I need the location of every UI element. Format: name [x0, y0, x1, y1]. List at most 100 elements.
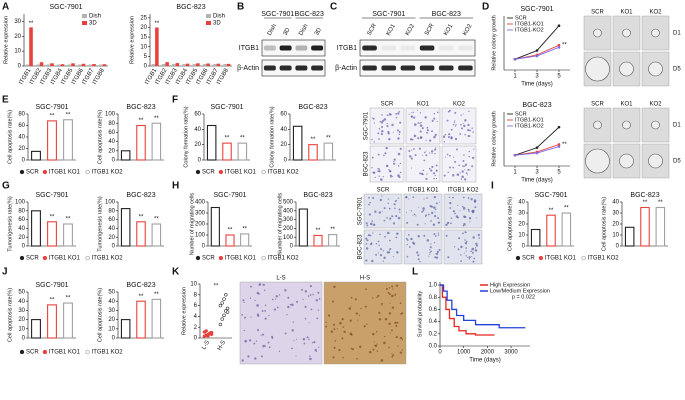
image-column-label: SCR: [381, 102, 394, 108]
legend-marker: [19, 169, 25, 175]
y-tick-label: 30: [14, 19, 21, 25]
spheroid: [622, 120, 631, 130]
texture: [426, 197, 428, 199]
bar: [155, 27, 159, 66]
texture: [435, 178, 438, 180]
texture: [395, 284, 399, 287]
legend-marker: [195, 255, 201, 261]
texture: [433, 177, 435, 180]
texture: [274, 298, 276, 300]
texture: [382, 176, 384, 178]
texture: [423, 159, 426, 162]
texture: [399, 162, 402, 165]
image-column-label: H-S: [360, 276, 370, 282]
texture: [432, 172, 436, 175]
band: [438, 45, 454, 51]
texture: [433, 112, 436, 115]
texture: [368, 196, 370, 199]
bar: [63, 119, 73, 161]
panel-letter: F: [172, 95, 178, 106]
texture: [264, 317, 267, 320]
texture: [381, 195, 383, 197]
texture: [391, 123, 394, 127]
spheroid: [622, 28, 631, 38]
texture: [379, 254, 383, 257]
image-column-label: ITGB1 KO2: [447, 188, 479, 194]
legend-label: SCR: [515, 111, 527, 117]
texture: [419, 260, 421, 263]
y-axis-label: Relative expression: [129, 16, 135, 64]
y-tick-label: 20: [612, 222, 619, 228]
y-tick-label: 0: [22, 244, 26, 250]
texture: [389, 217, 392, 220]
series-line: [514, 46, 560, 60]
texture: [341, 337, 344, 340]
bar: [546, 214, 556, 247]
panel-letter: K: [172, 267, 180, 278]
texture: [450, 217, 453, 219]
y-tick-label: 80: [18, 112, 25, 118]
texture: [459, 172, 461, 174]
bar: [640, 206, 650, 247]
texture: [383, 154, 385, 157]
chart-title: BGC-823: [522, 102, 551, 109]
y-tick-label: 20: [280, 142, 287, 148]
texture: [296, 338, 298, 340]
texture: [332, 356, 335, 359]
texture: [465, 250, 467, 252]
y-tick-label: 50: [108, 290, 115, 296]
x-tick-label: ITGB8: [92, 67, 106, 86]
texture: [465, 231, 467, 233]
y-tick-label: 0.8: [429, 295, 438, 301]
y-tick-label: 200: [195, 222, 206, 228]
band: [295, 65, 308, 71]
texture: [365, 222, 368, 225]
texture: [406, 221, 409, 224]
band: [295, 45, 308, 51]
bar: [182, 64, 186, 66]
lane-label: 3D: [283, 27, 292, 37]
chart-title: SGC-7901: [35, 104, 68, 111]
bar: [60, 64, 65, 66]
y-tick-label: 400: [195, 200, 206, 206]
texture: [435, 164, 438, 167]
texture: [364, 305, 367, 308]
point: [222, 313, 226, 318]
point: [535, 54, 539, 58]
y-tick-label: 60: [280, 112, 287, 118]
texture: [284, 289, 287, 292]
texture: [458, 164, 460, 167]
texture: [410, 115, 413, 118]
texture: [254, 357, 257, 360]
y-axis-label: Cell apoptosis rate(%): [507, 197, 513, 251]
texture: [435, 253, 437, 255]
texture: [442, 135, 446, 138]
legend-label: ITGB1 KO2: [588, 256, 620, 262]
legend-marker: [19, 255, 25, 261]
bar: [328, 234, 338, 247]
texture: [420, 172, 424, 175]
image-column-label: KO1: [620, 102, 633, 108]
chart-title: BGC-823: [126, 104, 155, 111]
legend-marker: [261, 255, 266, 261]
texture: [398, 208, 401, 211]
annotation: **: [214, 284, 219, 290]
texture: [334, 340, 337, 342]
texture: [249, 297, 252, 299]
texture: [469, 221, 471, 223]
texture: [372, 348, 375, 351]
point: [513, 57, 517, 61]
texture: [428, 152, 431, 154]
texture: [445, 223, 448, 227]
texture: [333, 323, 336, 326]
texture: [262, 344, 265, 348]
texture: [459, 210, 461, 212]
band: [381, 45, 397, 51]
texture: [372, 196, 375, 200]
texture: [342, 356, 344, 359]
texture: [354, 298, 357, 301]
image: [443, 229, 483, 265]
texture: [462, 165, 464, 168]
significance: **: [66, 296, 71, 302]
texture: [414, 123, 417, 126]
